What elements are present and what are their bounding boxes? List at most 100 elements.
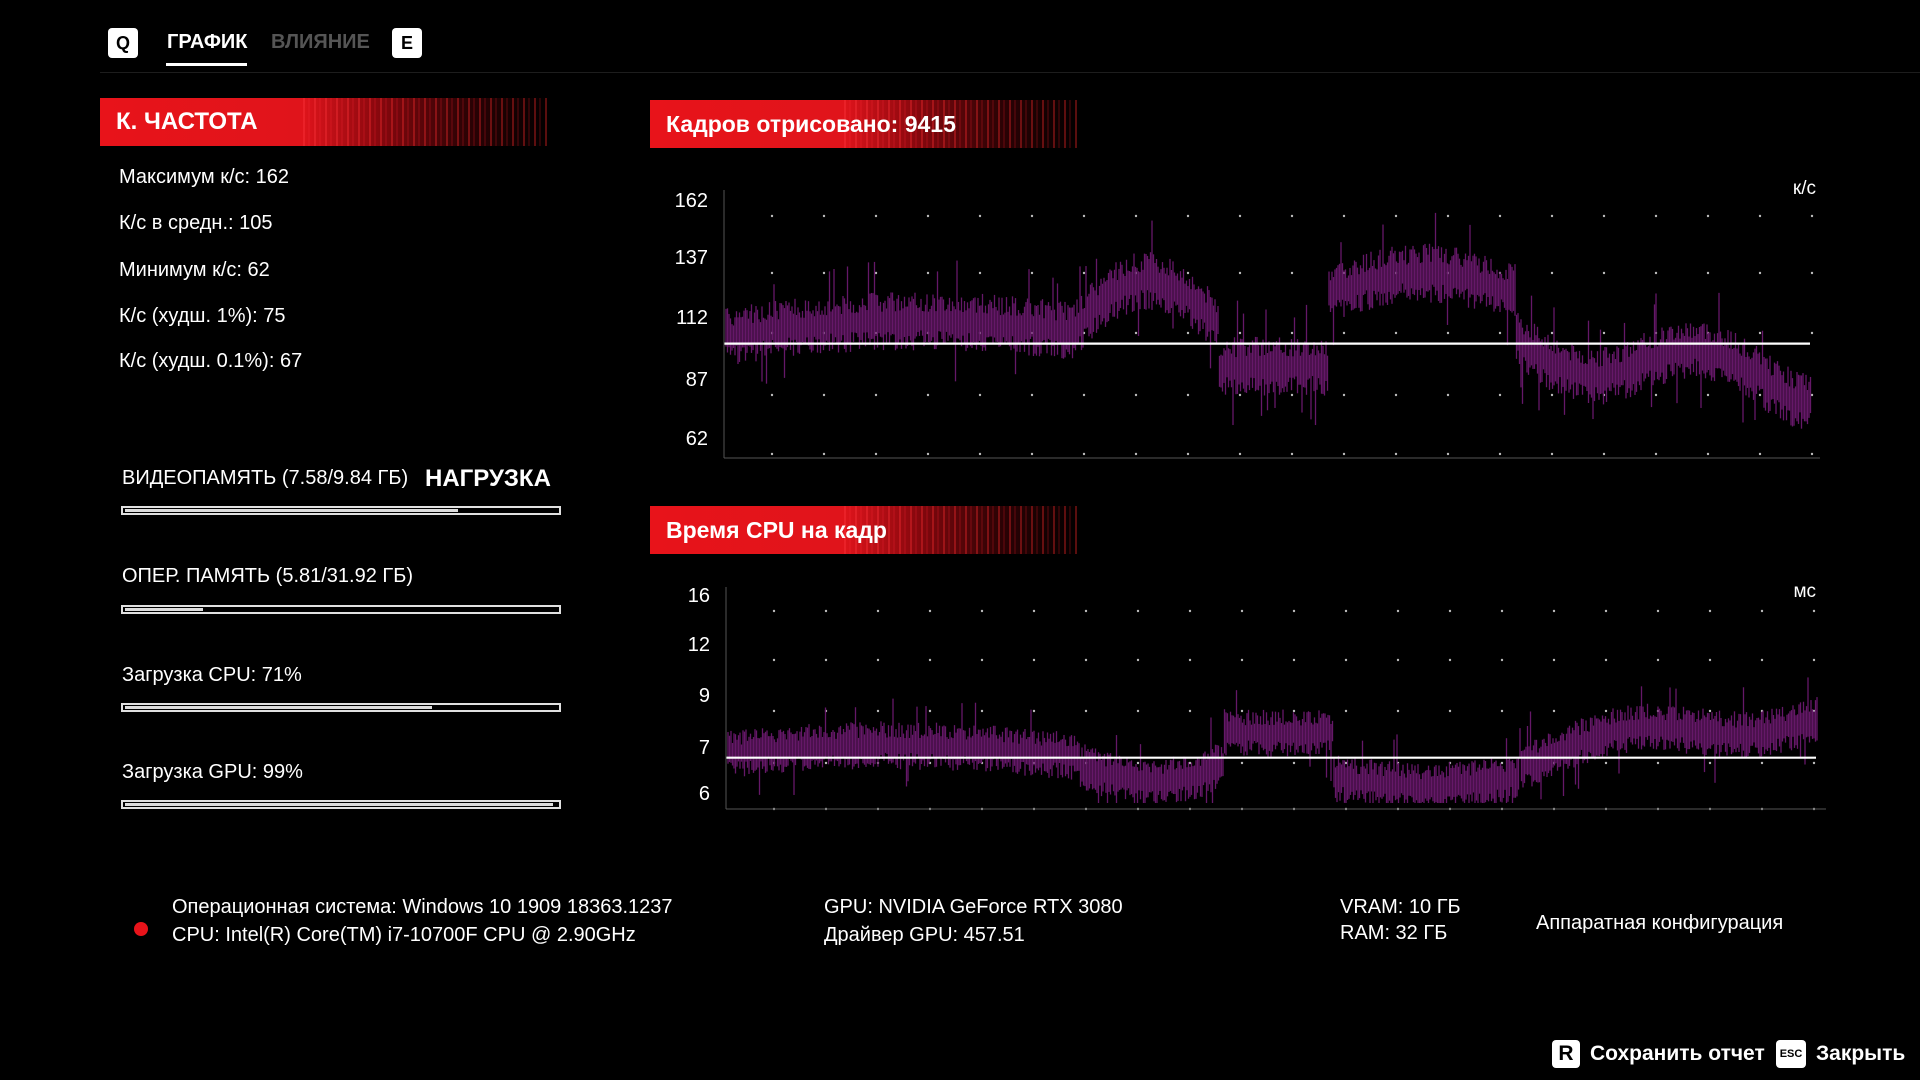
vram-info: VRAM: 10 ГБ <box>1340 896 1461 918</box>
grid-dot <box>1706 393 1710 397</box>
y-tick-label: 6 <box>699 783 710 805</box>
status-dot <box>134 922 148 936</box>
grid-dot <box>1290 214 1294 218</box>
unit-label: к/с <box>1793 178 1816 199</box>
grid-dot <box>1396 609 1400 613</box>
y-tick-label: 12 <box>688 634 710 656</box>
grid-dot <box>1656 761 1660 765</box>
grid-dot <box>1394 214 1398 218</box>
grid-dot <box>1708 658 1712 662</box>
grid-dot <box>1290 452 1294 456</box>
grid-dot <box>1812 761 1816 765</box>
grid-dot <box>770 214 774 218</box>
y-tick-label: 137 <box>675 247 708 269</box>
grid-dot <box>1082 271 1086 275</box>
save-report-label: Сохранить отчет <box>1590 1042 1765 1065</box>
grid-dot <box>1342 214 1346 218</box>
fps-chart-title: Кадров отрисовано: 9415 <box>666 110 956 137</box>
grid-dot <box>874 271 878 275</box>
gpu-info: GPU: NVIDIA GeForce RTX 3080 <box>824 896 1123 918</box>
grid-dot <box>928 709 932 713</box>
grid-dot <box>1342 393 1346 397</box>
grid-dot <box>1240 658 1244 662</box>
grid-dot <box>770 452 774 456</box>
grid-dot <box>1708 709 1712 713</box>
grid-dot <box>926 214 930 218</box>
gpu-driver-info: Драйвер GPU: 457.51 <box>824 924 1025 946</box>
grid-dot <box>1758 452 1762 456</box>
stat-max-fps: Максимум к/с: 162 <box>119 166 289 188</box>
next-tab-key[interactable]: E <box>392 28 422 58</box>
close-button[interactable]: ESC Закрыть <box>1776 1040 1905 1068</box>
grid-dot <box>1084 709 1088 713</box>
grid-dot <box>1760 609 1764 613</box>
grid-dot <box>1136 658 1140 662</box>
grid-dot <box>1030 271 1034 275</box>
grid-dot <box>1188 658 1192 662</box>
grid-dot <box>1134 331 1138 335</box>
grid-dot <box>1812 658 1816 662</box>
grid-dot <box>1292 709 1296 713</box>
grid-dot <box>1344 609 1348 613</box>
grid-dot <box>1238 271 1242 275</box>
grid-dot <box>978 452 982 456</box>
grid-dot <box>824 658 828 662</box>
tab-graph-underline <box>166 63 247 66</box>
grid-dot <box>1082 393 1086 397</box>
fps-chart: 162 137 112 87 62 к/с <box>675 178 1820 459</box>
y-tick-label: 9 <box>699 685 710 707</box>
grid-dot <box>874 214 878 218</box>
grid-dot <box>1344 761 1348 765</box>
framerate-title: К. ЧАСТОТА <box>116 108 258 135</box>
grid-dot <box>1604 761 1608 765</box>
grid-dot <box>1238 331 1242 335</box>
fps-chart-banner: Кадров отрисовано: 9415 <box>650 100 1080 148</box>
grid-dot <box>1290 271 1294 275</box>
grid-dot <box>1758 271 1762 275</box>
grid-dot <box>1032 709 1036 713</box>
grid-dot <box>1448 658 1452 662</box>
cpu-load-label: Загрузка CPU: 71% <box>122 664 302 686</box>
save-report-button[interactable]: R Сохранить отчет <box>1552 1040 1765 1068</box>
grid-dot <box>1344 709 1348 713</box>
grid-dot <box>1810 452 1814 456</box>
grid-dot <box>1498 393 1502 397</box>
grid-dot <box>822 452 826 456</box>
grid-dot <box>928 609 932 613</box>
grid-dot <box>824 609 828 613</box>
tab-graph[interactable]: ГРАФИК <box>167 31 248 53</box>
grid-dot <box>1186 331 1190 335</box>
grid-dot <box>1706 214 1710 218</box>
grid-dot <box>1448 609 1452 613</box>
ram-label: ОПЕР. ПАМЯТЬ (5.81/31.92 ГБ) <box>122 565 414 587</box>
grid-dot <box>1292 658 1296 662</box>
grid-dot <box>822 271 826 275</box>
grid-dot <box>1654 452 1658 456</box>
prev-tab-key[interactable]: Q <box>108 28 138 58</box>
grid-dot <box>1084 609 1088 613</box>
grid-dot <box>1032 658 1036 662</box>
grid-dot <box>1654 393 1658 397</box>
grid-dot <box>1552 658 1556 662</box>
os-info: Операционная система: Windows 10 1909 18… <box>172 896 673 918</box>
gpu-load-label: Загрузка GPU: 99% <box>122 761 303 783</box>
grid-dot <box>1394 452 1398 456</box>
tab-impact[interactable]: ВЛИЯНИЕ <box>271 31 370 53</box>
grid-dot <box>980 709 984 713</box>
stat-avg-fps: К/с в средн.: 105 <box>119 212 273 234</box>
grid-dot <box>1186 271 1190 275</box>
grid-dot <box>770 393 774 397</box>
grid-dot <box>1344 658 1348 662</box>
grid-dot <box>1394 393 1398 397</box>
grid-dot <box>876 609 880 613</box>
cpu-chart-banner: Время CPU на кадр <box>650 506 1080 554</box>
vram-label: ВИДЕОПАМЯТЬ (7.58/9.84 ГБ) <box>122 467 409 489</box>
grid-dot <box>1706 271 1710 275</box>
ram-bar <box>121 605 561 614</box>
y-tick-label: 62 <box>686 428 708 450</box>
grid-dot <box>1186 393 1190 397</box>
grid-dot <box>1238 393 1242 397</box>
grid-dot <box>1810 393 1814 397</box>
hardware-config-link[interactable]: Аппаратная конфигурация <box>1536 912 1784 934</box>
grid-dot <box>1396 658 1400 662</box>
